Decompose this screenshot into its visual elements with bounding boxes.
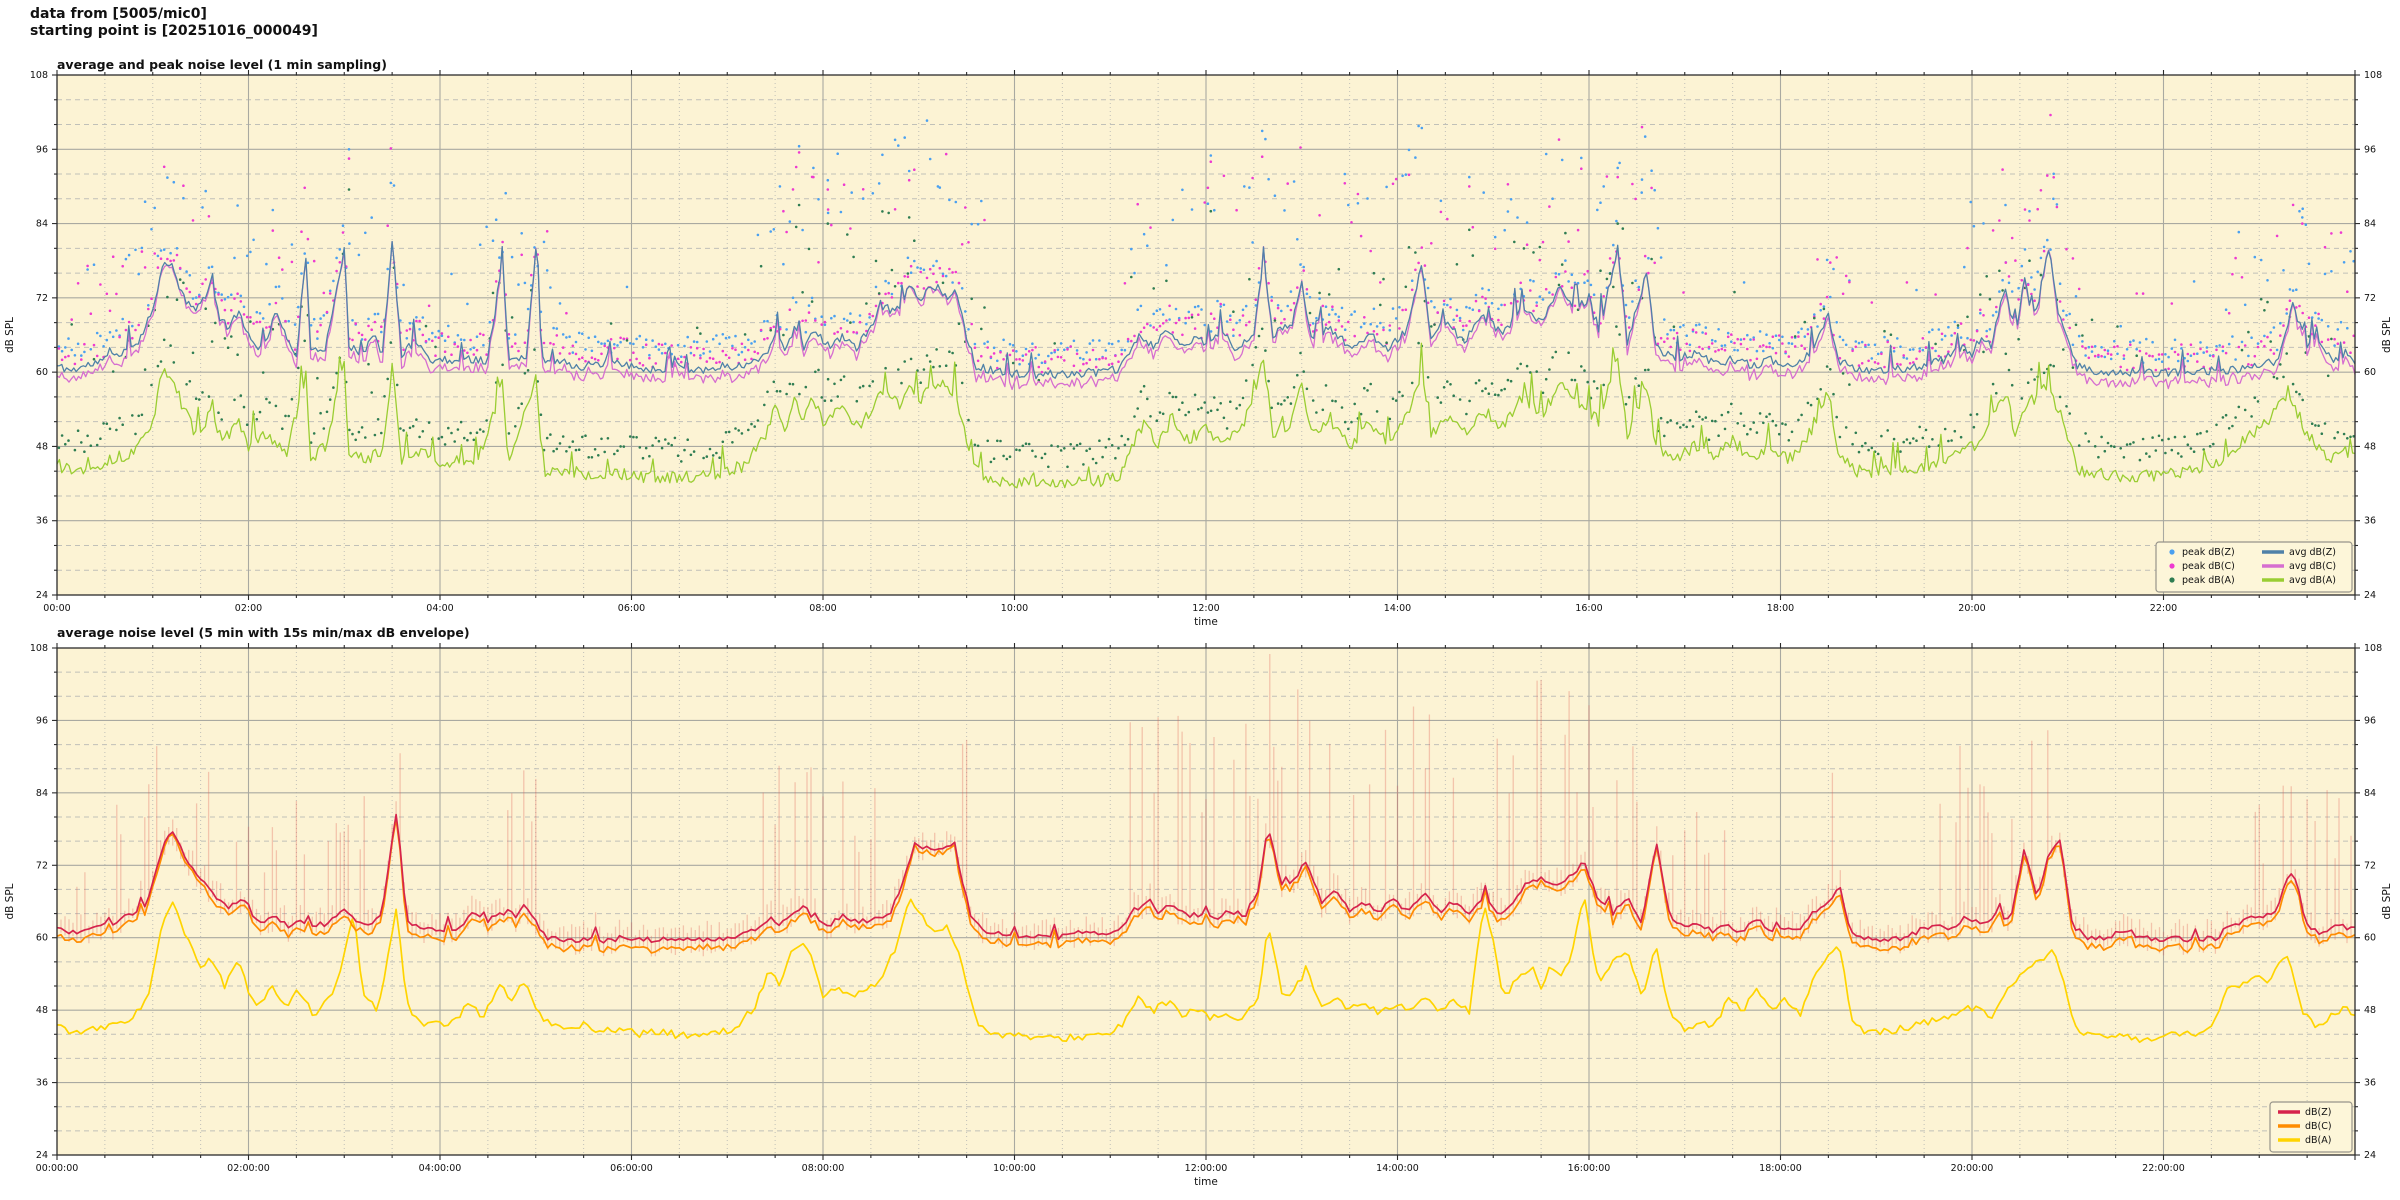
legend-marker-dot xyxy=(2169,577,2175,583)
series-avg-db-z- xyxy=(56,240,2356,380)
series-peak-db-c- xyxy=(57,113,2355,374)
x-tick-label: 14:00:00 xyxy=(1376,1163,1419,1174)
x-tick-label: 16:00 xyxy=(1575,603,1602,614)
chart-bottom: 24 24 36 36 48 48 60 60 72 72 84 84 96 96 108 108 00:00:… xyxy=(4,643,2393,1188)
y-tick-label-right: 60 xyxy=(2364,933,2376,944)
y-axis-label-left: dB SPL xyxy=(4,317,16,353)
x-tick-label: 10:00:00 xyxy=(993,1163,1036,1174)
y-tick-label-left: 72 xyxy=(36,860,48,871)
series-db-z- xyxy=(56,813,2356,944)
y-tick-label-left: 48 xyxy=(36,441,48,452)
y-tick-label-right: 96 xyxy=(2364,144,2376,155)
chart-top-title: average and peak noise level (1 min samp… xyxy=(57,57,387,72)
y-tick-label-left: 84 xyxy=(36,788,48,799)
legend-marker-dot xyxy=(2169,549,2175,555)
y-tick-label-left: 60 xyxy=(36,933,48,944)
y-tick-label-right: 84 xyxy=(2364,788,2376,799)
y-tick-label-left: 36 xyxy=(36,516,48,527)
y-tick-label-right: 108 xyxy=(2364,70,2382,81)
x-tick-label: 22:00:00 xyxy=(2142,1163,2185,1174)
y-tick-label-left: 24 xyxy=(36,1150,48,1161)
y-tick-label-right: 72 xyxy=(2364,293,2376,304)
x-tick-label: 02:00 xyxy=(235,603,262,614)
legend-label: dB(C) xyxy=(2305,1121,2332,1132)
x-tick-label: 04:00:00 xyxy=(419,1163,462,1174)
tick-labels: 24 24 36 36 48 48 60 60 72 72 84 84 96 96 108 108 00:00:… xyxy=(4,643,2393,1188)
legend: peak dB(Z) peak dB(C) peak dB(A) avg dB(Z) a… xyxy=(2155,541,2353,593)
x-tick-label: 00:00:00 xyxy=(36,1163,79,1174)
legend: dB(Z) dB(C) dB(A) xyxy=(2269,1101,2353,1153)
y-tick-label-right: 24 xyxy=(2364,590,2376,601)
y-tick-label-right: 36 xyxy=(2364,516,2376,527)
series-db-c- xyxy=(56,818,2356,954)
axis-ticks xyxy=(52,643,2360,1160)
series-peak-db-a- xyxy=(57,188,2355,469)
y-tick-label-left: 36 xyxy=(36,1078,48,1089)
legend-label: avg dB(Z) xyxy=(2289,547,2336,558)
x-tick-label: 20:00 xyxy=(1958,603,1985,614)
legend-label: peak dB(A) xyxy=(2182,575,2235,586)
x-axis-label: time xyxy=(1194,1176,1218,1188)
x-tick-label: 18:00:00 xyxy=(1759,1163,1802,1174)
chart-top: 24 24 36 36 48 48 60 60 72 72 84 84 96 96 108 108 00:00 0… xyxy=(4,70,2393,628)
y-tick-label-left: 96 xyxy=(36,715,48,726)
y-tick-label-right: 36 xyxy=(2364,1078,2376,1089)
y-tick-label-right: 60 xyxy=(2364,367,2376,378)
x-tick-label: 22:00 xyxy=(2150,603,2177,614)
y-axis-label-left: dB SPL xyxy=(4,883,16,919)
y-tick-label-right: 48 xyxy=(2364,1005,2376,1016)
legend-label: avg dB(C) xyxy=(2289,561,2336,572)
x-tick-label: 08:00:00 xyxy=(802,1163,845,1174)
x-tick-label: 20:00:00 xyxy=(1951,1163,1994,1174)
header-source-line: data from [5005/mic0] xyxy=(30,6,207,22)
series-avg-db-c- xyxy=(56,241,2356,391)
x-tick-label: 08:00 xyxy=(809,603,836,614)
x-tick-label: 04:00 xyxy=(426,603,453,614)
y-tick-label-right: 24 xyxy=(2364,1150,2376,1161)
x-tick-label: 18:00 xyxy=(1767,603,1794,614)
y-tick-label-left: 108 xyxy=(30,643,48,654)
legend-label: peak dB(Z) xyxy=(2182,547,2235,558)
x-tick-label: 12:00:00 xyxy=(1185,1163,1228,1174)
legend-marker-dot xyxy=(2169,563,2175,569)
y-axis-label-right: dB SPL xyxy=(2381,883,2393,919)
legend-label: peak dB(C) xyxy=(2182,561,2235,572)
legend-label: dB(Z) xyxy=(2305,1107,2331,1118)
y-tick-label-left: 60 xyxy=(36,367,48,378)
x-axis-label: time xyxy=(1194,616,1218,628)
x-tick-label: 02:00:00 xyxy=(227,1163,270,1174)
y-tick-label-left: 48 xyxy=(36,1005,48,1016)
y-tick-label-right: 84 xyxy=(2364,219,2376,230)
y-tick-label-left: 96 xyxy=(36,144,48,155)
series-avg-db-a- xyxy=(56,342,2356,489)
chart-bottom-title: average noise level (5 min with 15s min/… xyxy=(57,625,470,640)
y-tick-label-left: 84 xyxy=(36,219,48,230)
y-tick-label-right: 96 xyxy=(2364,715,2376,726)
legend-label: dB(A) xyxy=(2305,1135,2331,1146)
grid-major xyxy=(57,75,2355,595)
legend-box xyxy=(2155,541,2353,593)
y-tick-label-left: 108 xyxy=(30,70,48,81)
series-db-a- xyxy=(56,898,2356,1044)
legend-label: avg dB(A) xyxy=(2289,575,2336,586)
axis-ticks xyxy=(52,70,2360,600)
y-tick-label-left: 24 xyxy=(36,590,48,601)
y-axis-label-right: dB SPL xyxy=(2381,317,2393,353)
y-tick-label-right: 72 xyxy=(2364,860,2376,871)
x-tick-label: 16:00:00 xyxy=(1568,1163,1611,1174)
y-tick-label-right: 108 xyxy=(2364,643,2382,654)
x-tick-label: 12:00 xyxy=(1192,603,1219,614)
x-tick-label: 06:00 xyxy=(618,603,645,614)
y-tick-label-right: 48 xyxy=(2364,441,2376,452)
x-tick-label: 06:00:00 xyxy=(610,1163,653,1174)
y-tick-label-left: 72 xyxy=(36,293,48,304)
x-tick-label: 00:00 xyxy=(43,603,70,614)
x-tick-label: 10:00 xyxy=(1001,603,1028,614)
header-start-line: starting point is [20251016_000049] xyxy=(30,23,318,39)
tick-labels: 24 24 36 36 48 48 60 60 72 72 84 84 96 96 108 108 00:00 0… xyxy=(4,70,2393,628)
x-tick-label: 14:00 xyxy=(1384,603,1411,614)
